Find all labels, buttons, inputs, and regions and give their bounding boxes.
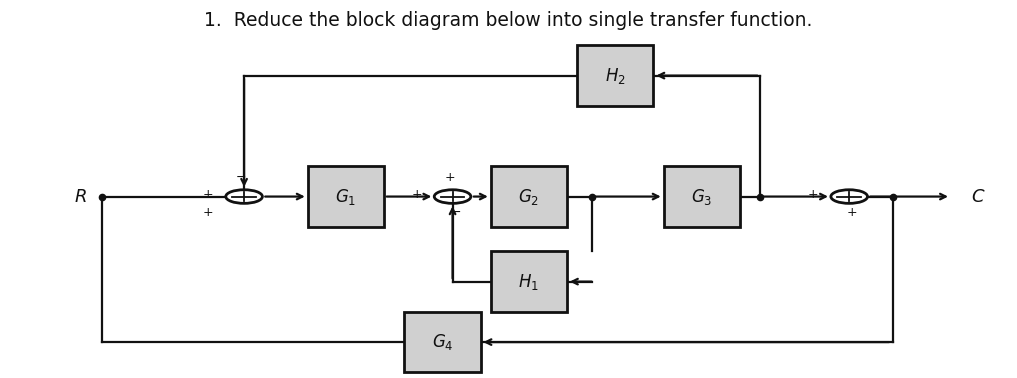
Text: $C$: $C$ bbox=[971, 187, 985, 206]
Text: +: + bbox=[203, 188, 214, 201]
FancyBboxPatch shape bbox=[405, 312, 481, 372]
FancyBboxPatch shape bbox=[308, 166, 384, 227]
Text: +: + bbox=[809, 188, 819, 201]
Text: 1.  Reduce the block diagram below into single transfer function.: 1. Reduce the block diagram below into s… bbox=[204, 11, 813, 30]
Text: +: + bbox=[412, 188, 422, 201]
Text: $G_4$: $G_4$ bbox=[431, 332, 454, 352]
Text: +: + bbox=[203, 206, 214, 219]
Text: $H_2$: $H_2$ bbox=[605, 66, 625, 85]
Text: $H_1$: $H_1$ bbox=[519, 272, 539, 291]
Text: −: − bbox=[236, 171, 246, 184]
Text: $R$: $R$ bbox=[73, 187, 86, 206]
FancyBboxPatch shape bbox=[578, 45, 654, 106]
Text: $G_1$: $G_1$ bbox=[336, 187, 356, 206]
Text: $G_2$: $G_2$ bbox=[519, 187, 539, 206]
Text: +: + bbox=[444, 171, 455, 184]
Text: +: + bbox=[847, 206, 857, 219]
FancyBboxPatch shape bbox=[663, 166, 740, 227]
Text: −: − bbox=[451, 206, 461, 219]
FancyBboxPatch shape bbox=[491, 251, 567, 312]
Circle shape bbox=[226, 190, 262, 203]
Circle shape bbox=[434, 190, 471, 203]
Text: $G_3$: $G_3$ bbox=[691, 187, 713, 206]
Circle shape bbox=[831, 190, 868, 203]
FancyBboxPatch shape bbox=[491, 166, 567, 227]
